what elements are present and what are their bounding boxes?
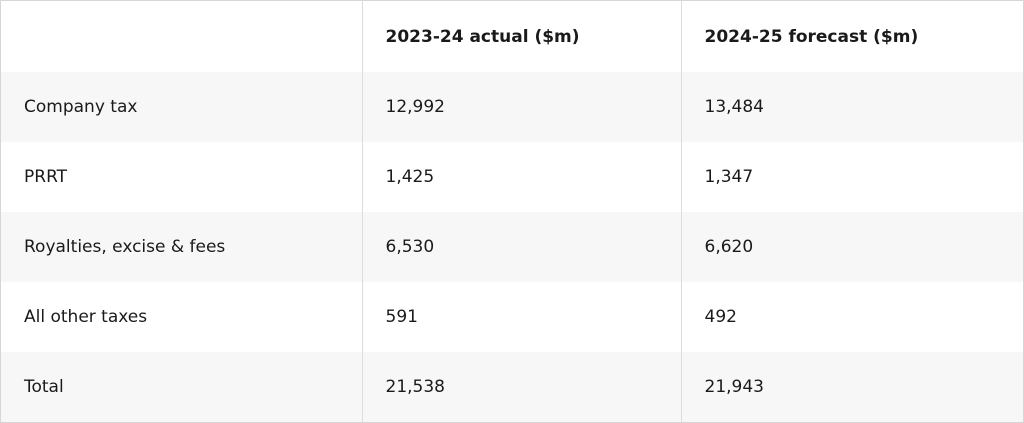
table-cell: 21,943 — [680, 352, 1023, 422]
table-row: PRRT 1,425 1,347 — [1, 142, 1023, 212]
table-cell: 13,484 — [680, 72, 1023, 142]
header-row: 2023-24 actual ($m) 2024-25 forecast ($m) — [1, 1, 1023, 72]
table-header: 2023-24 actual ($m) 2024-25 forecast ($m) — [1, 1, 1023, 72]
table-cell: 591 — [361, 282, 681, 352]
table-row: Royalties, excise & fees 6,530 6,620 — [1, 212, 1023, 282]
table-row: Total 21,538 21,943 — [1, 352, 1023, 422]
row-label: Royalties, excise & fees — [1, 212, 362, 282]
header-cell — [1, 1, 362, 72]
table-cell: 6,530 — [361, 212, 681, 282]
header-cell: 2024-25 forecast ($m) — [680, 1, 1023, 72]
table-cell: 1,425 — [361, 142, 681, 212]
row-label: Total — [1, 352, 362, 422]
table-cell: 6,620 — [680, 212, 1023, 282]
table-row: All other taxes 591 492 — [1, 282, 1023, 352]
row-label: All other taxes — [24, 307, 148, 327]
table-cell: 1,347 — [680, 142, 1023, 212]
row-label: PRRT — [24, 167, 68, 187]
table-cell: 492 — [680, 282, 1023, 352]
table-row: Company tax 12,992 13,484 — [1, 72, 1023, 142]
table-cell: 21,538 — [361, 352, 681, 422]
table-body: Company tax 12,992 13,484 PRRT 1,425 1,347 Roy… — [1, 72, 1023, 422]
table-cell: 12,992 — [361, 72, 681, 142]
header-cell: 2023-24 actual ($m) — [361, 1, 681, 72]
row-label: Company tax — [1, 72, 362, 142]
